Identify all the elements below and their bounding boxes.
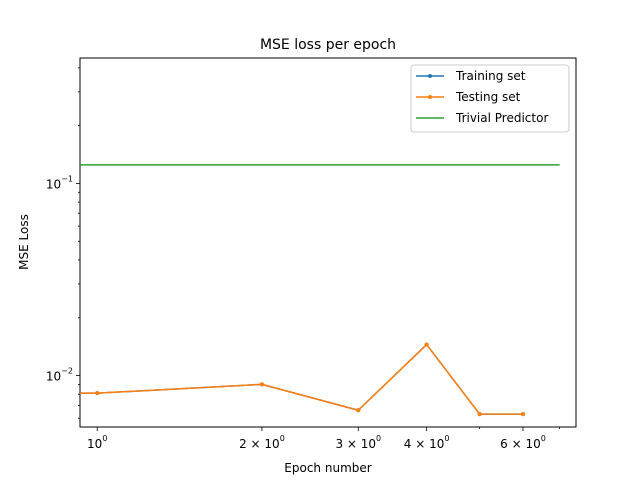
plot-area <box>79 57 577 428</box>
legend-marker <box>428 74 432 78</box>
series-layer <box>70 164 560 417</box>
y-tick-label: 10−2 <box>46 367 73 384</box>
y-axis-ticks: 10−1 10−2 <box>46 174 80 384</box>
y-tick-label: 10−1 <box>46 174 73 191</box>
x-axis-ticks: 100 2 × 100 3 × 100 4 × 100 6 × 100 <box>87 427 546 451</box>
x-axis-label: Epoch number <box>284 461 371 475</box>
legend: Training set Testing set Trivial Predictor <box>410 64 570 133</box>
minor-ticks <box>78 67 561 429</box>
data-point <box>70 391 74 395</box>
x-tick-label: 2 × 100 <box>239 434 285 451</box>
x-tick-label: 4 × 100 <box>404 434 450 451</box>
data-point <box>424 342 429 347</box>
legend-label: Testing set <box>455 90 521 104</box>
x-tick-label: 6 × 100 <box>500 434 546 451</box>
data-point <box>259 382 264 387</box>
x-tick-label: 100 <box>87 434 107 451</box>
data-point <box>520 412 525 417</box>
x-tick-label: 3 × 100 <box>335 434 381 451</box>
data-point <box>70 391 74 395</box>
legend-label: Trivial Predictor <box>455 111 548 125</box>
series-0 <box>70 342 525 417</box>
data-point <box>95 391 100 396</box>
series-1 <box>70 342 525 417</box>
series-line <box>80 343 523 415</box>
series-line <box>80 343 523 415</box>
legend-marker <box>428 95 432 99</box>
data-point <box>356 408 361 413</box>
chart-title: MSE loss per epoch <box>260 37 396 53</box>
data-point <box>477 412 482 417</box>
y-axis-label: MSE Loss <box>17 214 31 270</box>
legend-box <box>410 64 570 133</box>
legend-label: Training set <box>455 69 526 83</box>
